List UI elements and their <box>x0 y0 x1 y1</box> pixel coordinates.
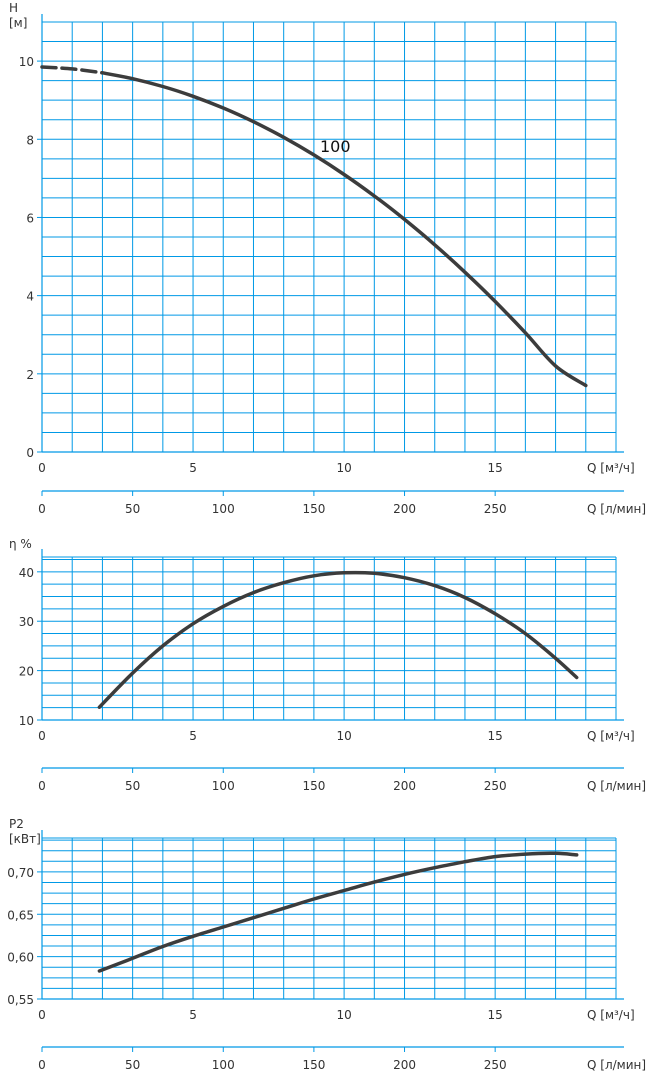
chart-2: 10 20 30 40 0 5 10 15 Q [м³/ч] 0 50 100 150 200 250 Q [… <box>9 537 646 793</box>
y-tick-label: 0 <box>26 446 34 460</box>
x2-tick-label: 250 <box>484 502 507 516</box>
x-tick-label: 5 <box>189 461 197 475</box>
x2-tick-label: 0 <box>38 779 46 793</box>
y-tick-label: 10 <box>19 714 34 728</box>
x-tick-label: 0 <box>38 461 46 475</box>
y-tick-label: 10 <box>19 55 34 69</box>
x-tick-label: 10 <box>336 1008 351 1022</box>
x2-tick-label: 200 <box>393 779 416 793</box>
series-line <box>97 851 579 973</box>
y-tick-label: 6 <box>26 211 34 225</box>
y-axis-unit: [кВт] <box>9 832 41 846</box>
x2-tick-label: 0 <box>38 502 46 516</box>
x2-tick-label: 200 <box>393 502 416 516</box>
x2-tick-label: 50 <box>125 502 140 516</box>
series-line <box>97 570 579 709</box>
y-tick-label: 0,70 <box>7 866 34 880</box>
series-line-dashed <box>40 65 105 75</box>
y-axis-label: P2 <box>9 817 24 831</box>
x2-tick-label: 150 <box>302 779 325 793</box>
x-axis-label: Q [м³/ч] <box>587 461 635 475</box>
series-line <box>100 71 588 388</box>
x2-tick-label: 100 <box>212 502 235 516</box>
y-tick-label: 30 <box>19 615 34 629</box>
y-tick-label: 4 <box>26 290 34 304</box>
x-tick-label: 10 <box>336 729 351 743</box>
x2-tick-label: 50 <box>125 779 140 793</box>
y-tick-label: 2 <box>26 368 34 382</box>
y-tick-label: 0,60 <box>7 951 34 965</box>
x-tick-label: 0 <box>38 729 46 743</box>
y-tick-label: 40 <box>19 566 34 580</box>
x2-axis-label: Q [л/мин] <box>587 502 646 516</box>
x-axis-label: Q [м³/ч] <box>587 729 635 743</box>
y-tick-label: 8 <box>26 133 34 147</box>
x2-tick-label: 50 <box>125 1058 140 1072</box>
y-tick-label: 0,65 <box>7 908 34 922</box>
x-axis-label: Q [м³/ч] <box>587 1008 635 1022</box>
x2-tick-label: 100 <box>212 1058 235 1072</box>
y-axis-unit: [м] <box>9 16 27 30</box>
x-tick-label: 0 <box>38 1008 46 1022</box>
x2-tick-label: 100 <box>212 779 235 793</box>
x2-tick-label: 200 <box>393 1058 416 1072</box>
x-tick-label: 10 <box>336 461 351 475</box>
y-tick-label: 0,55 <box>7 993 34 1007</box>
x2-tick-label: 250 <box>484 1058 507 1072</box>
y-axis-label: η % <box>9 537 32 551</box>
x-tick-label: 15 <box>488 1008 503 1022</box>
x-tick-label: 5 <box>189 1008 197 1022</box>
x2-tick-label: 250 <box>484 779 507 793</box>
y-axis-label: H <box>9 1 18 15</box>
x-tick-label: 15 <box>488 461 503 475</box>
x-tick-label: 5 <box>189 729 197 743</box>
x2-axis-label: Q [л/мин] <box>587 779 646 793</box>
y-tick-label: 20 <box>19 665 34 679</box>
x-tick-label: 15 <box>488 729 503 743</box>
series-label: 100 <box>320 137 351 156</box>
x2-tick-label: 0 <box>38 1058 46 1072</box>
chart-3: 0,55 0,60 0,65 0,70 0 5 10 15 Q [м³/ч] 0 50 100 150 2… <box>7 817 646 1072</box>
x2-axis-label: Q [л/мин] <box>587 1058 646 1072</box>
x2-tick-label: 150 <box>302 502 325 516</box>
x2-tick-label: 150 <box>302 1058 325 1072</box>
